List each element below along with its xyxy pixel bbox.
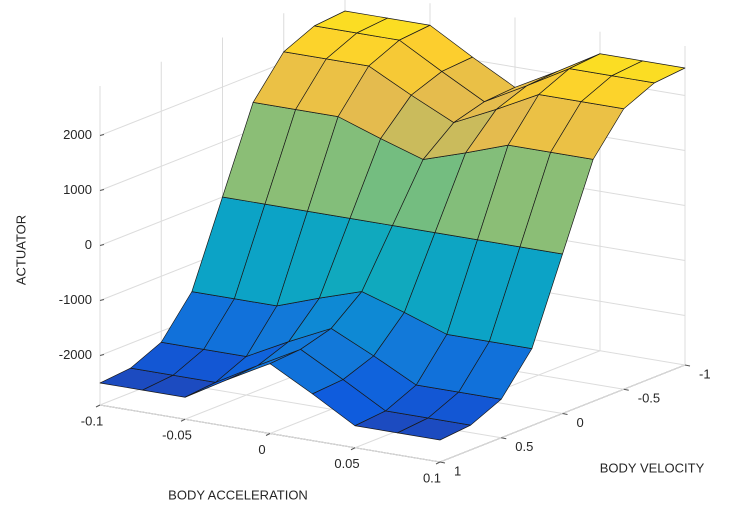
x-tick bbox=[95, 404, 101, 408]
y-tick bbox=[439, 461, 446, 464]
z-tick-label: -1000 bbox=[59, 292, 92, 307]
x-tick-label: 0.05 bbox=[334, 456, 359, 471]
y-axis-title: BODY VELOCITY bbox=[600, 460, 705, 475]
x-tick-label: 0.1 bbox=[423, 470, 441, 485]
z-tick-label: 2000 bbox=[63, 127, 92, 142]
z-tick-label: -2000 bbox=[59, 347, 92, 362]
y-tick-label: 0.5 bbox=[515, 439, 533, 454]
y-tick-label: -0.5 bbox=[638, 391, 660, 406]
y-tick-label: 0 bbox=[577, 415, 584, 430]
x-tick-label: 0 bbox=[258, 442, 265, 457]
x-tick-label: -0.1 bbox=[81, 413, 103, 428]
x-tick-label: -0.05 bbox=[162, 428, 192, 443]
y-tick bbox=[501, 437, 507, 440]
x-tick bbox=[265, 433, 271, 436]
y-tick-label: -1 bbox=[699, 366, 711, 381]
x-tick bbox=[350, 447, 356, 451]
z-tick-label: 1000 bbox=[63, 182, 92, 197]
z-tick bbox=[99, 189, 105, 191]
surface bbox=[99, 10, 686, 441]
x-tick bbox=[180, 418, 186, 422]
z-tick bbox=[99, 354, 105, 356]
y-tick bbox=[562, 413, 568, 415]
y-tick bbox=[684, 364, 691, 367]
surface-patch bbox=[611, 60, 686, 84]
y-tick-label: 1 bbox=[454, 463, 461, 478]
z-tick bbox=[99, 299, 105, 301]
x-tick bbox=[435, 461, 441, 465]
z-tick bbox=[99, 244, 105, 246]
x-axis-title: BODY ACCELERATION bbox=[168, 487, 308, 502]
z-tick bbox=[99, 134, 105, 136]
z-axis-title: ACTUATOR bbox=[13, 215, 28, 285]
labels: -0.1 -0.05 0 0.05 0.1 -1 -0.5 0 0.5 1 -2000 -1000 0 1… bbox=[59, 127, 711, 486]
z-tick-label: 0 bbox=[85, 237, 92, 252]
y-tick bbox=[623, 388, 629, 391]
